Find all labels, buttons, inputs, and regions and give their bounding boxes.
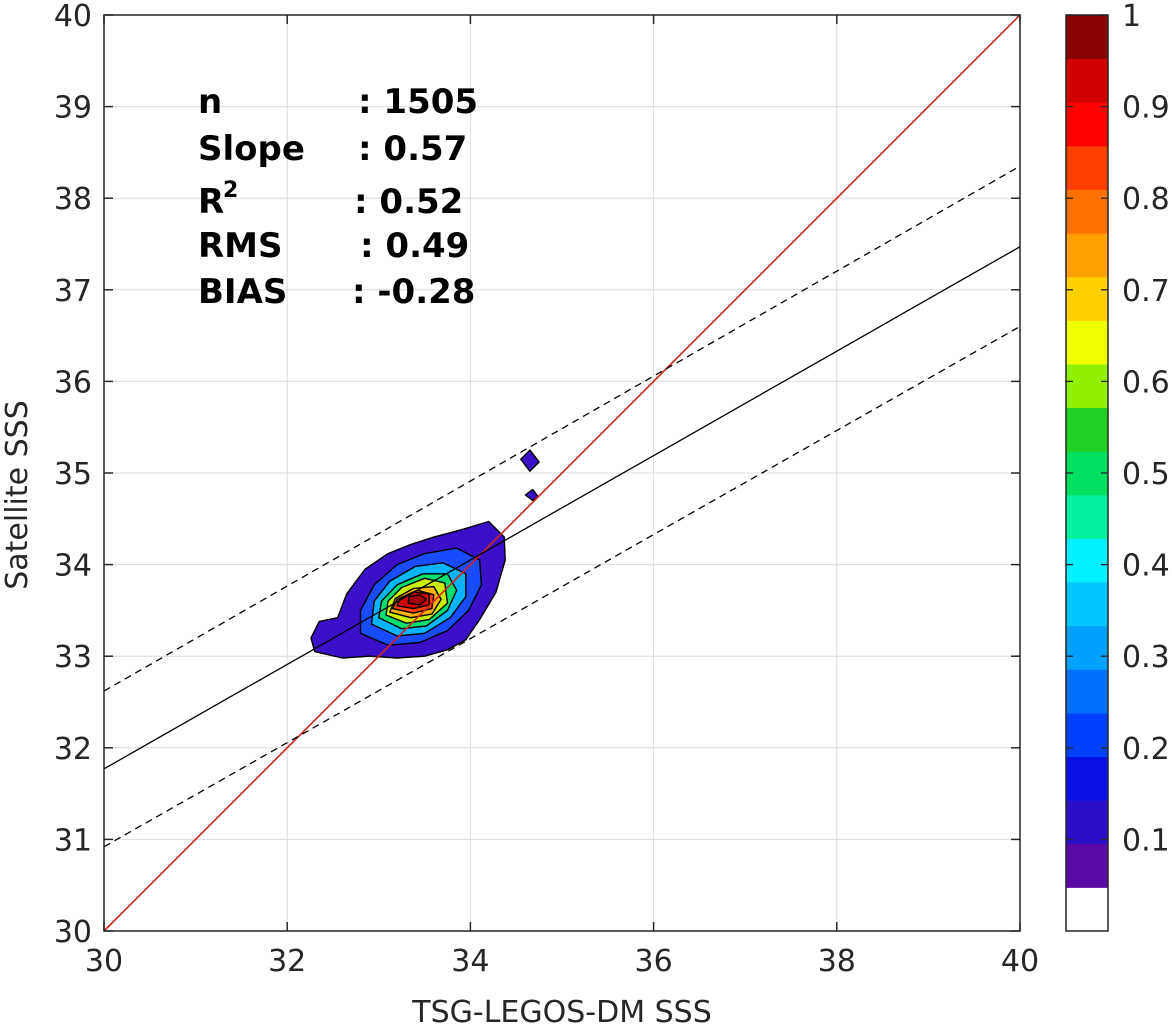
colorbar-segment xyxy=(1066,756,1108,801)
colorbar-tick-label: 0.6 xyxy=(1122,365,1170,400)
y-tick-label: 34 xyxy=(54,549,92,584)
regression-upper-line xyxy=(103,165,1021,692)
stat-value: : 0.57 xyxy=(358,129,467,169)
density-contours xyxy=(310,449,540,659)
stat-value: : -0.28 xyxy=(352,272,475,312)
y-tick-label: 33 xyxy=(54,640,92,675)
colorbar-segment xyxy=(1066,189,1108,234)
x-tick-label: 32 xyxy=(268,944,306,979)
colorbar-segment xyxy=(1066,887,1108,932)
axis-ticks: 30 32 34 36 38 40 30 31 32 33 34 35 36 37 38 39 40 xyxy=(54,0,1039,979)
colorbar-segment xyxy=(1066,582,1108,627)
colorbar-tick-label: 0.9 xyxy=(1122,91,1170,126)
y-tick-label: 30 xyxy=(54,915,92,950)
x-tick-label: 34 xyxy=(451,944,489,979)
x-tick-label: 38 xyxy=(818,944,856,979)
y-tick-label: 35 xyxy=(54,457,92,492)
colorbar-segment xyxy=(1066,800,1108,845)
stat-superscript: 2 xyxy=(223,178,238,203)
colorbar-tick-label: 0.8 xyxy=(1122,182,1170,217)
x-tick-label: 36 xyxy=(635,944,673,979)
statistics-annotation: n : 1505 Slope : 0.57 R2 : 0.52 RMS : 0.49 BIAS:… xyxy=(198,82,478,312)
colorbar-tick-label: 0.1 xyxy=(1122,823,1170,858)
colorbar-tick-label: 0.2 xyxy=(1122,732,1170,767)
colorbar-segment xyxy=(1066,494,1108,539)
colorbar-segment xyxy=(1066,712,1108,758)
regression-lower-line xyxy=(103,325,1021,848)
density-contour-0.95 xyxy=(407,594,428,606)
stat-name: R xyxy=(198,182,224,222)
y-tick-label: 36 xyxy=(54,365,92,400)
colorbar-tick-label: 0.3 xyxy=(1122,640,1170,675)
colorbar-segment xyxy=(1066,102,1108,147)
y-axis-label: Satellite SSS xyxy=(0,400,35,590)
colorbar-segment xyxy=(1066,15,1108,60)
colorbar-segment xyxy=(1066,276,1108,321)
y-tick-label: 40 xyxy=(54,0,92,34)
y-tick-label: 38 xyxy=(54,182,92,217)
regression-line xyxy=(103,246,1021,770)
x-tick-label: 30 xyxy=(85,944,123,979)
stat-value: : 1505 xyxy=(358,82,478,122)
stat-name: RMS xyxy=(198,226,283,266)
stat-value: : 0.49 xyxy=(360,226,469,266)
colorbar-segment xyxy=(1066,625,1108,670)
stat-name: BIAS xyxy=(198,272,287,312)
colorbar-tick-label: 0.7 xyxy=(1122,274,1170,309)
colorbar-segment xyxy=(1066,538,1108,583)
colorbar-segment xyxy=(1066,58,1108,103)
colorbar-segment xyxy=(1066,843,1108,888)
x-axis-label: TSG-LEGOS-DM SSS xyxy=(411,995,712,1028)
colorbar-tick-label: 0.4 xyxy=(1122,549,1170,584)
y-tick-label: 39 xyxy=(54,91,92,126)
y-tick-label: 37 xyxy=(54,274,92,309)
one-to-one-line xyxy=(103,14,1021,932)
colorbar-segment xyxy=(1066,320,1108,365)
colorbar: 0.1 0.2 0.3 0.4 0.5 0.6 0.7 0.8 0.9 1 xyxy=(1065,0,1170,932)
y-tick-label: 32 xyxy=(54,732,92,767)
colorbar-segment xyxy=(1066,407,1108,452)
stat-name: Slope xyxy=(198,129,305,169)
colorbar-segment xyxy=(1066,145,1108,190)
outlier-contour-1 xyxy=(520,449,540,472)
colorbar-tick-label: 1 xyxy=(1122,0,1141,34)
fit-lines xyxy=(103,14,1021,932)
y-tick-label: 31 xyxy=(54,823,92,858)
colorbar-segment xyxy=(1066,669,1108,714)
colorbar-segment xyxy=(1066,363,1108,409)
colorbar-tick-label: 0.5 xyxy=(1122,457,1170,492)
x-tick-label: 40 xyxy=(1001,944,1039,979)
stat-value: : 0.52 xyxy=(354,182,463,222)
stat-name: n xyxy=(198,82,222,122)
colorbar-segment xyxy=(1066,233,1108,278)
